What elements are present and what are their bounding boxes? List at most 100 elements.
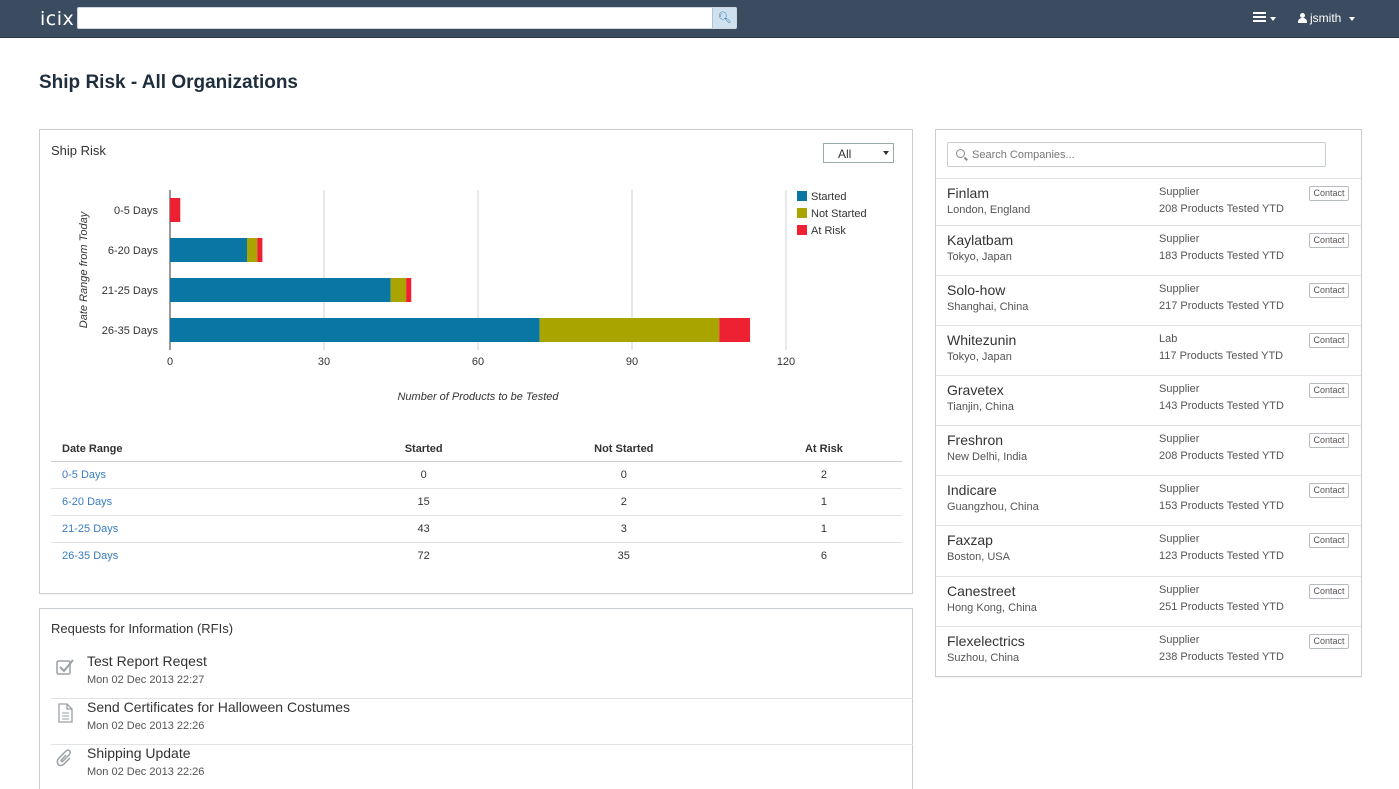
- started-cell: 0: [345, 461, 502, 489]
- company-search-input[interactable]: [972, 146, 1312, 164]
- company-tested-count: 208 Products Tested YTD: [1159, 450, 1284, 462]
- x-tick-label: 120: [777, 356, 795, 368]
- legend-swatch: [797, 208, 807, 218]
- rfi-panel-title: Requests for Information (RFIs): [51, 621, 234, 636]
- date-range-link[interactable]: 21-25 Days: [62, 522, 119, 535]
- contact-button[interactable]: Contact: [1309, 584, 1349, 599]
- rfi-date: Mon 02 Dec 2013 22:27: [87, 674, 205, 686]
- company-row[interactable]: Indicare Guangzhou, China Supplier 153 Prod…: [936, 475, 1361, 525]
- company-row[interactable]: Kaylatbam Tokyo, Japan Supplier 183 Product…: [936, 225, 1361, 275]
- not-started-cell: 2: [501, 488, 746, 516]
- company-tested-count: 123 Products Tested YTD: [1159, 550, 1284, 562]
- organization-filter-select[interactable]: All: [823, 143, 894, 163]
- company-tested-count: 153 Products Tested YTD: [1159, 500, 1284, 512]
- company-search: [947, 142, 1326, 167]
- bar-segment: [170, 198, 181, 222]
- company-name[interactable]: Whitezunin: [947, 332, 1017, 348]
- company-tested-count: 143 Products Tested YTD: [1159, 400, 1284, 412]
- global-search-input[interactable]: [78, 8, 708, 28]
- top-navbar: icix 🔍︎ jsmith: [0, 0, 1399, 38]
- company-name[interactable]: Canestreet: [947, 583, 1016, 599]
- company-tested-count: 217 Products Tested YTD: [1159, 300, 1284, 312]
- search-button[interactable]: 🔍︎: [712, 8, 736, 28]
- column-header: At Risk: [745, 437, 902, 462]
- rfi-item[interactable]: Test Report Reqest Mon 02 Dec 2013 22:27: [51, 653, 913, 699]
- contact-button[interactable]: Contact: [1309, 483, 1349, 498]
- contact-button[interactable]: Contact: [1309, 333, 1349, 348]
- column-header: Not Started: [501, 437, 746, 462]
- company-tested-count: 117 Products Tested YTD: [1159, 350, 1284, 362]
- company-location: Shanghai, China: [947, 301, 1029, 313]
- rfi-item[interactable]: Send Certificates for Halloween Costumes…: [51, 699, 913, 745]
- company-name[interactable]: Gravetex: [947, 382, 1004, 398]
- company-row[interactable]: Whitezunin Tokyo, Japan Lab 117 Products Te…: [936, 325, 1361, 375]
- category-label: 26-35 Days: [102, 325, 159, 337]
- date-range-link[interactable]: 0-5 Days: [62, 468, 107, 481]
- legend-label: Not Started: [811, 208, 867, 220]
- date-range-link[interactable]: 26-35 Days: [62, 549, 119, 562]
- company-row[interactable]: Freshron New Delhi, India Supplier 208 Prod…: [936, 425, 1361, 475]
- started-cell: 72: [417, 549, 430, 562]
- contact-button[interactable]: Contact: [1309, 233, 1349, 248]
- rfi-item[interactable]: Shipping Update Mon 02 Dec 2013 22:26: [51, 745, 913, 789]
- company-row[interactable]: Solo-how Shanghai, China Supplier 217 Produ…: [936, 275, 1361, 325]
- contact-button[interactable]: Contact: [1309, 283, 1349, 298]
- company-type: Supplier: [1159, 533, 1200, 545]
- company-type: Lab: [1159, 333, 1178, 345]
- contact-button[interactable]: Contact: [1309, 186, 1349, 201]
- bar-segment: [247, 238, 258, 262]
- at-risk-cell: 1: [745, 515, 902, 543]
- company-row[interactable]: Faxzap Boston, USA Supplier 123 Products Te…: [936, 525, 1361, 576]
- date-range-link[interactable]: 6-20 Days: [62, 495, 113, 508]
- company-name[interactable]: Kaylatbam: [947, 232, 1014, 248]
- table-row: 0-5 Days 0 0 2: [51, 461, 902, 489]
- user-menu[interactable]: jsmith: [1298, 11, 1355, 25]
- company-tested-count: 183 Products Tested YTD: [1159, 250, 1284, 262]
- company-type: Supplier: [1159, 433, 1200, 445]
- legend-label: Started: [811, 191, 846, 203]
- table-header-row: Date Range Started Not Started At Risk: [51, 437, 902, 462]
- contact-button[interactable]: Contact: [1309, 533, 1349, 548]
- column-header: Date Range: [51, 437, 346, 462]
- ship-risk-title: Ship Risk: [51, 143, 106, 158]
- rfi-title[interactable]: Shipping Update: [87, 745, 191, 761]
- rfi-title[interactable]: Send Certificates for Halloween Costumes: [87, 699, 351, 715]
- company-location: Suzhou, China: [947, 652, 1020, 664]
- menu-icon[interactable]: [1253, 12, 1266, 23]
- companies-panel: Finlam London, England Supplier 208 Product…: [935, 129, 1362, 677]
- x-tick-label: 0: [167, 356, 173, 368]
- contact-button[interactable]: Contact: [1309, 634, 1349, 649]
- category-label: 6-20 Days: [108, 245, 159, 257]
- at-risk-cell: 1: [745, 488, 902, 516]
- x-axis-title: Number of Products to be Tested: [397, 391, 559, 403]
- rfi-date: Mon 02 Dec 2013 22:26: [87, 766, 205, 778]
- company-row[interactable]: Gravetex Tianjin, China Supplier 143 Produc…: [936, 375, 1361, 425]
- contact-button[interactable]: Contact: [1309, 383, 1349, 398]
- company-name[interactable]: Finlam: [947, 185, 990, 201]
- ship-risk-panel: Ship Risk All 0-5 Days 6-20 Days 21-25 Day…: [39, 129, 913, 594]
- contact-button[interactable]: Contact: [1309, 433, 1349, 448]
- company-name[interactable]: Faxzap: [947, 532, 993, 548]
- rfi-panel: Requests for Information (RFIs) Test Rep…: [39, 608, 913, 789]
- company-row[interactable]: Canestreet Hong Kong, China Supplier 251 Pr…: [936, 576, 1361, 626]
- company-name[interactable]: Solo-how: [947, 282, 1006, 298]
- search-icon: [956, 149, 965, 158]
- organization-filter-value: All: [838, 147, 852, 161]
- checkbox-icon: [56, 659, 74, 675]
- company-type: Supplier: [1159, 584, 1200, 596]
- company-type: Supplier: [1159, 233, 1200, 245]
- company-name[interactable]: Freshron: [947, 432, 1004, 448]
- table-row: 26-35 Days 72 35 6: [51, 542, 902, 569]
- dropdown-arrow-icon: [883, 151, 889, 155]
- company-name[interactable]: Indicare: [947, 482, 997, 498]
- menu-caret-icon[interactable]: [1270, 17, 1276, 21]
- company-row[interactable]: Flexelectrics Suzhou, China Supplier 238 Pr…: [936, 626, 1361, 676]
- legend-label: At Risk: [811, 225, 846, 237]
- bar-segment: [170, 278, 391, 302]
- company-row[interactable]: Finlam London, England Supplier 208 Product…: [936, 178, 1361, 225]
- brand-logo[interactable]: icix: [40, 8, 75, 30]
- legend-swatch: [797, 191, 807, 201]
- company-location: London, England: [947, 204, 1031, 216]
- company-name[interactable]: Flexelectrics: [947, 633, 1025, 649]
- rfi-title[interactable]: Test Report Reqest: [87, 653, 207, 669]
